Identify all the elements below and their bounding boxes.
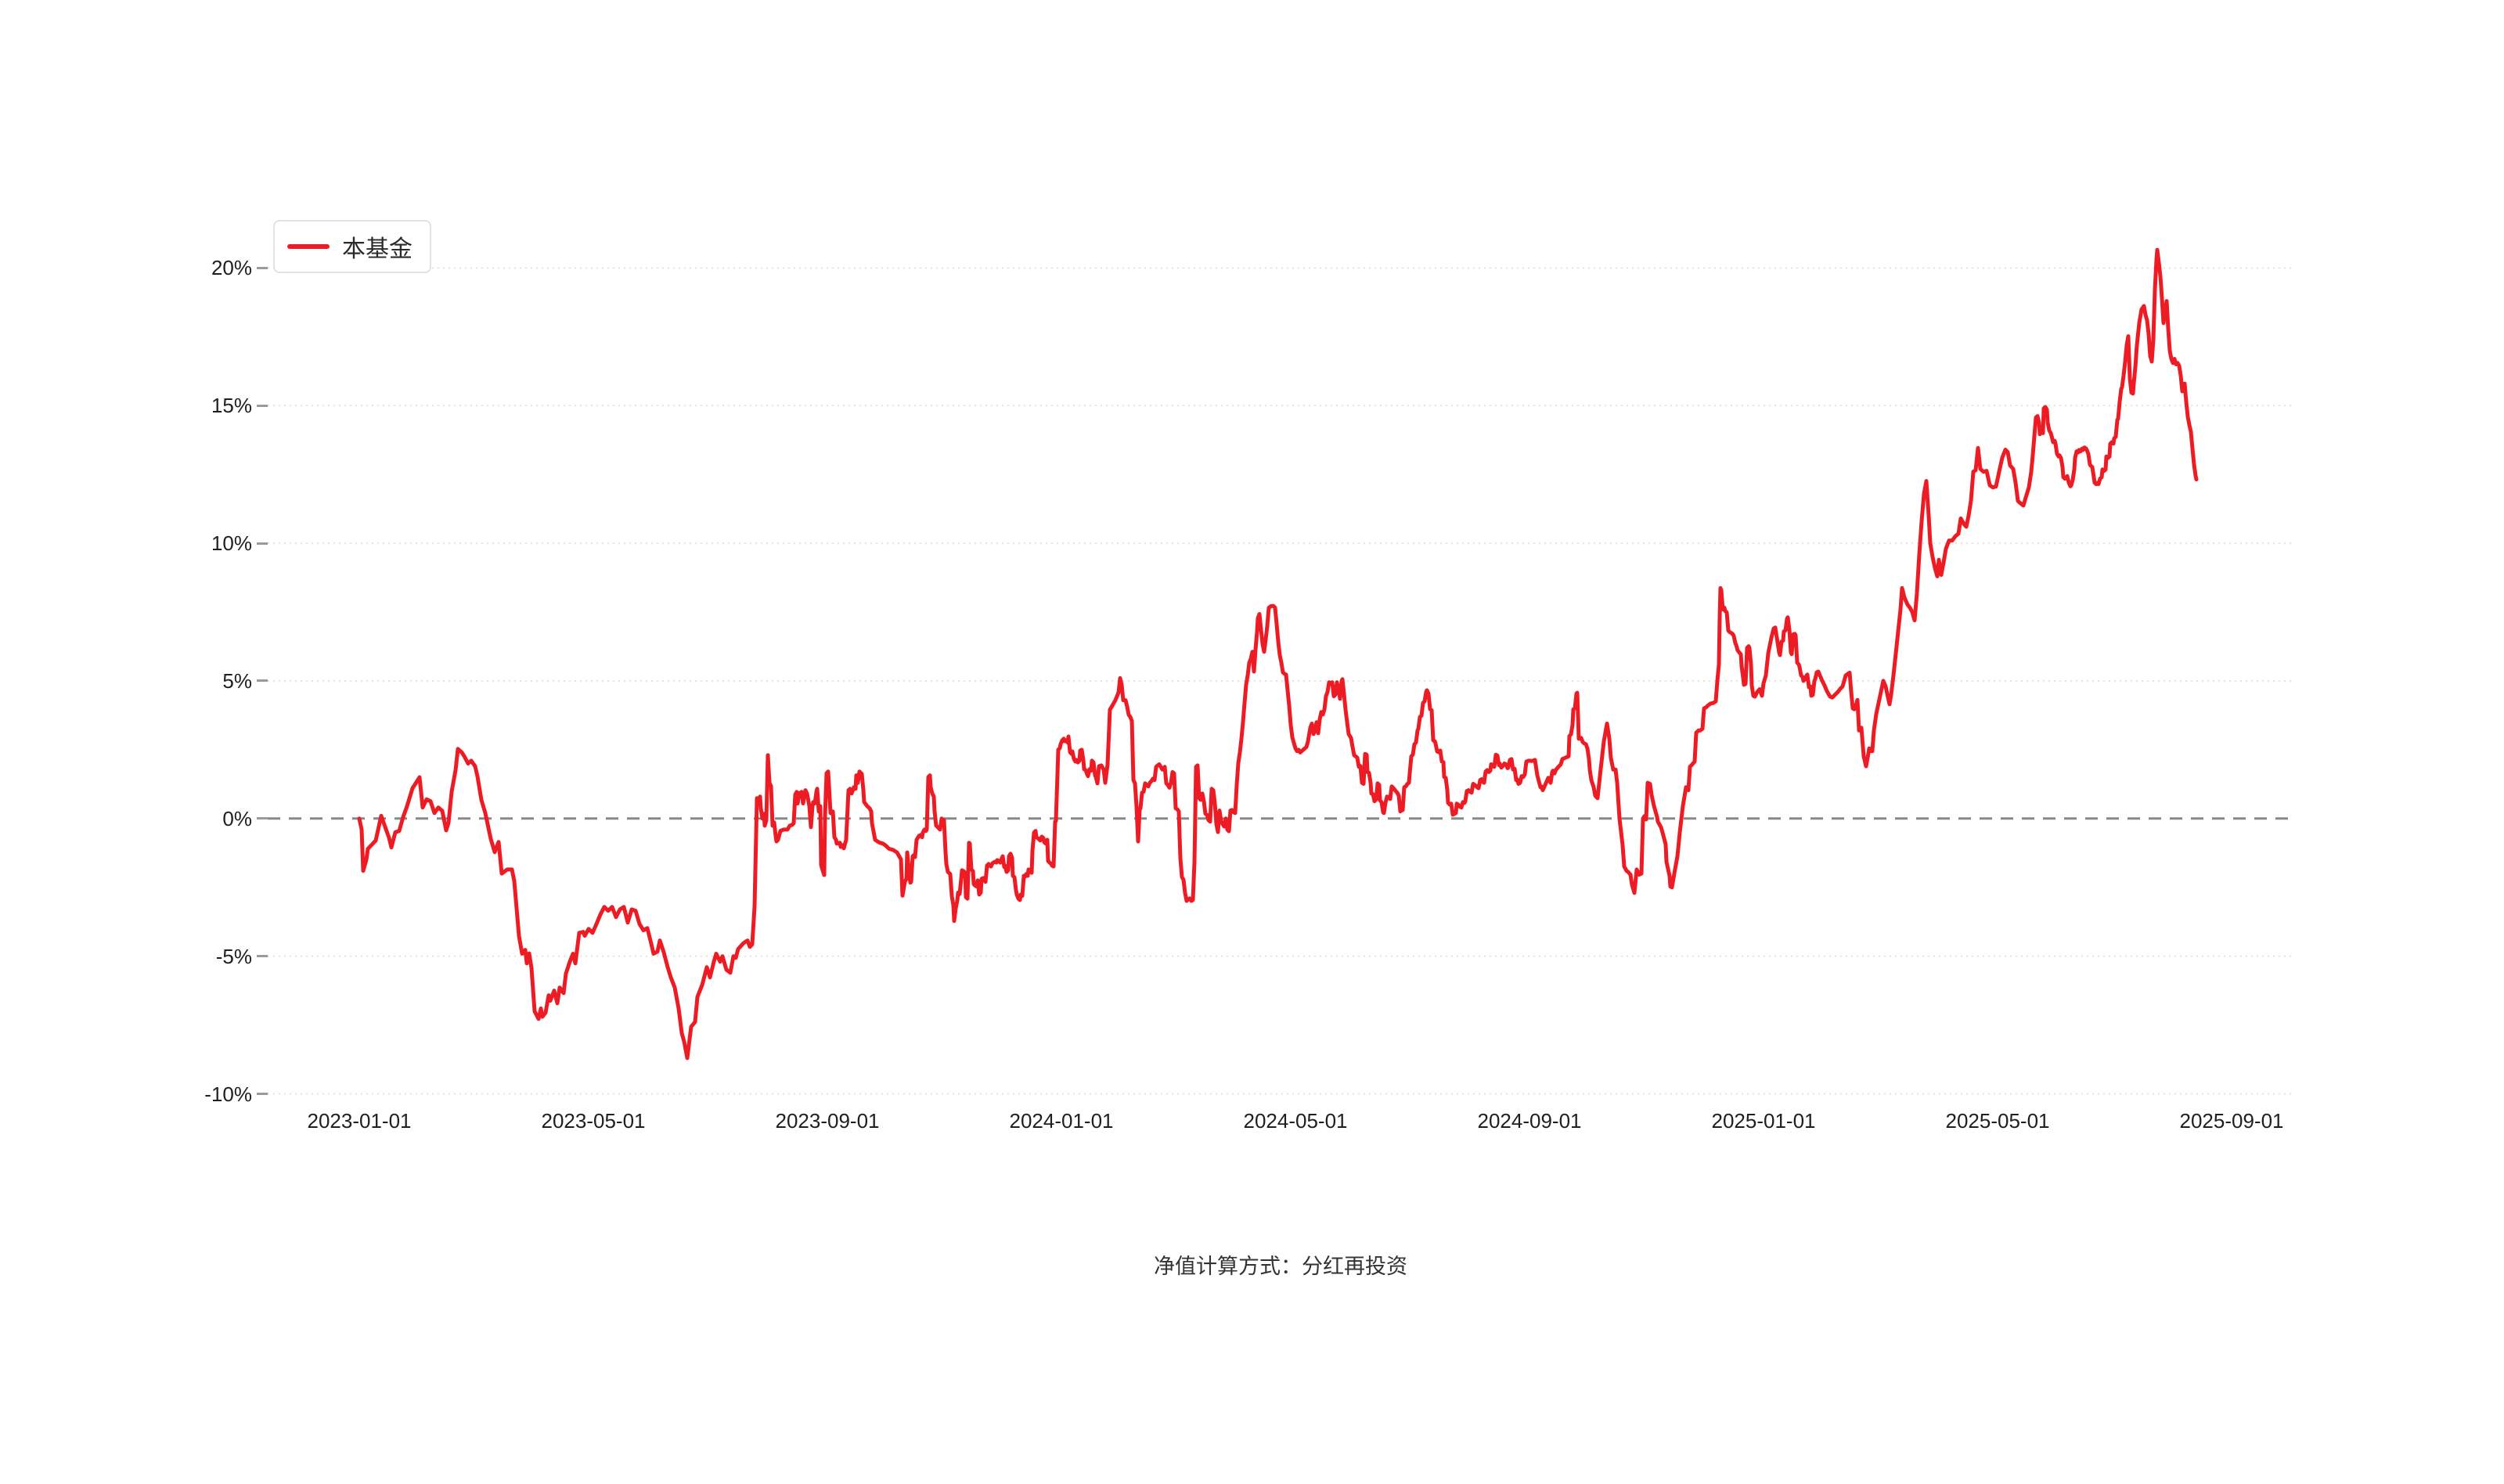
y-axis-label: 15%: [211, 394, 252, 418]
y-axis-tick: [257, 542, 268, 545]
y-axis-tick: [257, 817, 268, 820]
x-axis-label: 2024-09-01: [1477, 1109, 1582, 1133]
y-axis-tick: [257, 1093, 268, 1095]
y-axis-tick: [257, 266, 268, 269]
nav-calculation-note: 净值计算方式：分红再投资: [1154, 1255, 1407, 1278]
x-axis-label: 2024-05-01: [1243, 1109, 1348, 1133]
y-axis-label: 10%: [211, 531, 252, 556]
gridlines: [268, 267, 2293, 1095]
x-axis-label: 2023-05-01: [541, 1109, 646, 1133]
y-axis-tick: [257, 955, 268, 958]
y-axis-label: 20%: [211, 256, 252, 280]
x-axis-label: 2025-09-01: [2179, 1109, 2284, 1133]
fund-series-line: [357, 247, 2199, 1061]
y-axis-label: 5%: [222, 668, 252, 693]
y-axis-tick: [257, 679, 268, 683]
legend-item-benjijin[interactable]: 本基金: [342, 236, 413, 262]
x-axis-label: 2023-01-01: [307, 1109, 412, 1133]
x-axis-label: 2025-05-01: [1945, 1109, 2050, 1133]
x-axis-label: 2025-01-01: [1711, 1109, 1816, 1133]
x-axis-label: 2024-01-01: [1009, 1109, 1114, 1133]
y-axis-label: -5%: [215, 944, 252, 968]
legend: 本基金: [273, 220, 431, 273]
y-axis-tick: [257, 404, 268, 407]
y-axis-label: -10%: [204, 1082, 252, 1106]
legend-line-swatch: [287, 244, 330, 249]
y-axis-label: 0%: [222, 806, 252, 830]
x-axis-label: 2023-09-01: [775, 1109, 880, 1133]
